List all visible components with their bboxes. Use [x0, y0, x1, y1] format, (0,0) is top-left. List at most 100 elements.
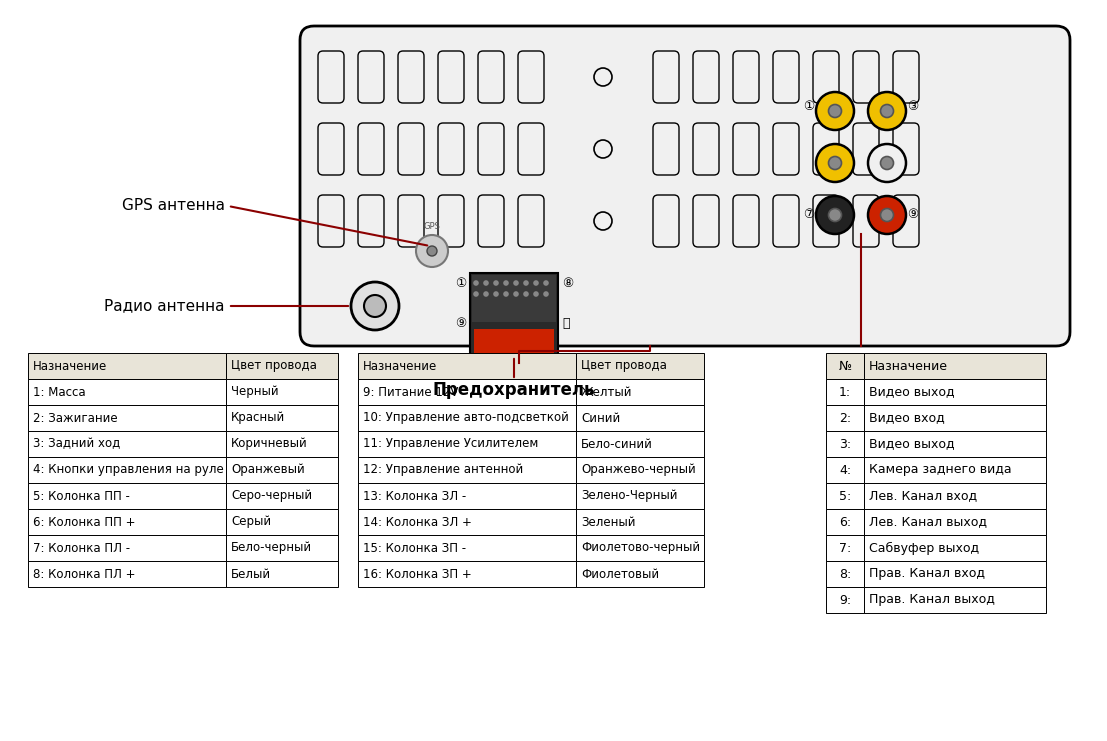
Text: Синий: Синий — [581, 411, 620, 425]
Circle shape — [504, 291, 509, 297]
Bar — [826, 405, 863, 431]
Bar — [826, 379, 863, 405]
Text: Радио антенна: Радио антенна — [104, 299, 225, 313]
FancyBboxPatch shape — [813, 195, 839, 247]
Circle shape — [868, 144, 906, 182]
FancyBboxPatch shape — [358, 51, 384, 103]
Circle shape — [534, 291, 539, 297]
Text: Оранжевый: Оранжевый — [231, 464, 304, 476]
FancyBboxPatch shape — [518, 123, 544, 175]
FancyBboxPatch shape — [318, 51, 344, 103]
Bar — [826, 483, 863, 509]
Bar — [863, 561, 1046, 587]
Text: ③: ③ — [908, 101, 919, 113]
Text: Коричневый: Коричневый — [231, 437, 308, 451]
Circle shape — [816, 92, 853, 130]
Text: ⑨: ⑨ — [908, 208, 919, 222]
FancyBboxPatch shape — [653, 51, 679, 103]
Text: 5: Колонка ПП -: 5: Колонка ПП - — [33, 490, 130, 502]
Bar — [576, 509, 704, 535]
Bar — [576, 405, 704, 431]
Text: Цвет провода: Цвет провода — [581, 359, 666, 373]
Bar — [863, 431, 1046, 457]
Circle shape — [494, 280, 499, 286]
Text: 8: Колонка ПЛ +: 8: Колонка ПЛ + — [33, 568, 135, 580]
FancyBboxPatch shape — [773, 51, 799, 103]
Text: Бело-синий: Бело-синий — [581, 437, 653, 451]
Bar — [863, 353, 1046, 379]
Bar — [28, 431, 226, 457]
Bar — [826, 535, 863, 561]
Bar — [826, 509, 863, 535]
Circle shape — [514, 291, 519, 297]
FancyBboxPatch shape — [478, 123, 504, 175]
Circle shape — [427, 246, 437, 256]
Text: 9:: 9: — [839, 594, 851, 606]
Text: Предохранитель: Предохранитель — [433, 381, 596, 399]
Circle shape — [473, 280, 479, 286]
Text: Черный: Черный — [231, 385, 279, 399]
Circle shape — [514, 280, 519, 286]
Text: 3:: 3: — [839, 437, 851, 451]
Circle shape — [416, 235, 448, 267]
Circle shape — [880, 104, 893, 118]
Text: Фиолетовый: Фиолетовый — [581, 568, 659, 580]
Circle shape — [594, 140, 612, 158]
Text: 9: Питание 12V: 9: Питание 12V — [363, 385, 458, 399]
Text: 2: Зажигание: 2: Зажигание — [33, 411, 117, 425]
FancyBboxPatch shape — [318, 195, 344, 247]
Text: Красный: Красный — [231, 411, 286, 425]
Bar — [826, 561, 863, 587]
Circle shape — [544, 280, 549, 286]
Text: 6: Колонка ПП +: 6: Колонка ПП + — [33, 516, 135, 528]
Bar — [28, 379, 226, 405]
Bar — [358, 379, 576, 405]
Bar — [226, 483, 338, 509]
FancyBboxPatch shape — [813, 123, 839, 175]
Bar — [358, 353, 576, 379]
Bar — [863, 457, 1046, 483]
Text: Лев. Канал выход: Лев. Канал выход — [869, 516, 987, 528]
FancyBboxPatch shape — [893, 195, 919, 247]
Bar — [826, 587, 863, 613]
FancyBboxPatch shape — [893, 123, 919, 175]
Circle shape — [868, 196, 906, 234]
Text: ①: ① — [455, 277, 466, 290]
Text: Прав. Канал выход: Прав. Канал выход — [869, 594, 995, 606]
FancyBboxPatch shape — [773, 123, 799, 175]
Circle shape — [828, 156, 841, 170]
Circle shape — [544, 291, 549, 297]
Text: ⑨: ⑨ — [455, 317, 466, 330]
FancyBboxPatch shape — [358, 195, 384, 247]
Bar — [863, 509, 1046, 535]
Text: 14: Колонка ЗЛ +: 14: Колонка ЗЛ + — [363, 516, 472, 528]
Text: Оранжево-черный: Оранжево-черный — [581, 464, 696, 476]
Text: ⑯: ⑯ — [562, 317, 569, 330]
Text: Назначение: Назначение — [33, 359, 107, 373]
Bar — [826, 457, 863, 483]
Text: 16: Колонка ЗП +: 16: Колонка ЗП + — [363, 568, 472, 580]
Bar — [576, 379, 704, 405]
FancyBboxPatch shape — [893, 51, 919, 103]
FancyBboxPatch shape — [478, 51, 504, 103]
Text: 12: Управление антенной: 12: Управление антенной — [363, 464, 524, 476]
Text: 1:: 1: — [839, 385, 851, 399]
Text: Видео вход: Видео вход — [869, 411, 944, 425]
FancyBboxPatch shape — [733, 51, 759, 103]
FancyBboxPatch shape — [518, 51, 544, 103]
Text: ⑦: ⑦ — [804, 208, 815, 222]
Text: 1: Масса: 1: Масса — [33, 385, 85, 399]
Bar — [226, 353, 338, 379]
Circle shape — [504, 280, 509, 286]
Text: 15: Колонка ЗП -: 15: Колонка ЗП - — [363, 542, 466, 554]
Text: 7: Колонка ПЛ -: 7: Колонка ПЛ - — [33, 542, 131, 554]
Bar — [863, 405, 1046, 431]
FancyBboxPatch shape — [733, 195, 759, 247]
Text: 2:: 2: — [839, 411, 851, 425]
Bar — [226, 509, 338, 535]
Text: Камера заднего вида: Камера заднего вида — [869, 464, 1012, 476]
FancyBboxPatch shape — [733, 123, 759, 175]
Text: Зеленый: Зеленый — [581, 516, 635, 528]
Circle shape — [534, 280, 539, 286]
Bar — [826, 353, 863, 379]
